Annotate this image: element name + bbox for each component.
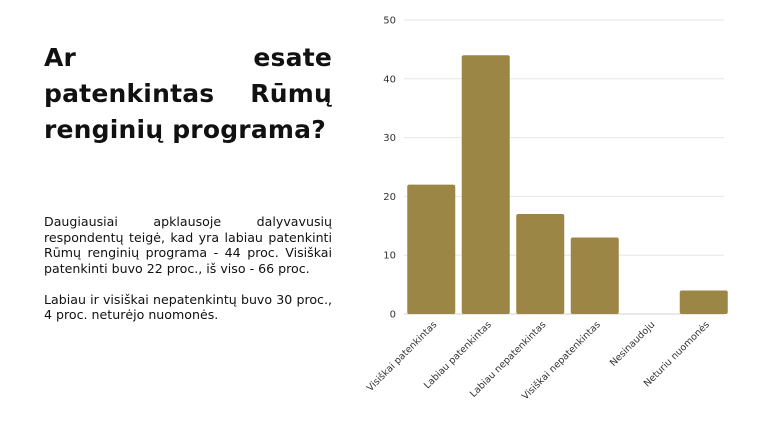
slide-title: Ar esate patenkintas Rūmų renginių progr… — [44, 43, 332, 144]
body-paragraph-2: Labiau ir visiškai nepatenkintų buvo 30 … — [44, 291, 332, 323]
bar — [461, 55, 510, 314]
bar — [407, 184, 456, 314]
bar — [516, 214, 565, 314]
bar — [570, 237, 619, 314]
x-tick-label: Nesinaudoju — [608, 319, 657, 368]
bar — [679, 290, 728, 314]
body-paragraph-1: Daugiausiai apklausoje dalyvavusių respo… — [44, 214, 332, 276]
y-tick-label: 30 — [383, 133, 396, 144]
y-tick-label: 10 — [383, 251, 396, 262]
slide-body: Daugiausiai apklausoje dalyvavusių respo… — [44, 214, 332, 338]
y-tick-label: 40 — [383, 74, 396, 85]
y-tick-label: 20 — [383, 192, 396, 203]
y-tick-label: 0 — [390, 310, 396, 321]
y-tick-label: 50 — [383, 16, 396, 27]
